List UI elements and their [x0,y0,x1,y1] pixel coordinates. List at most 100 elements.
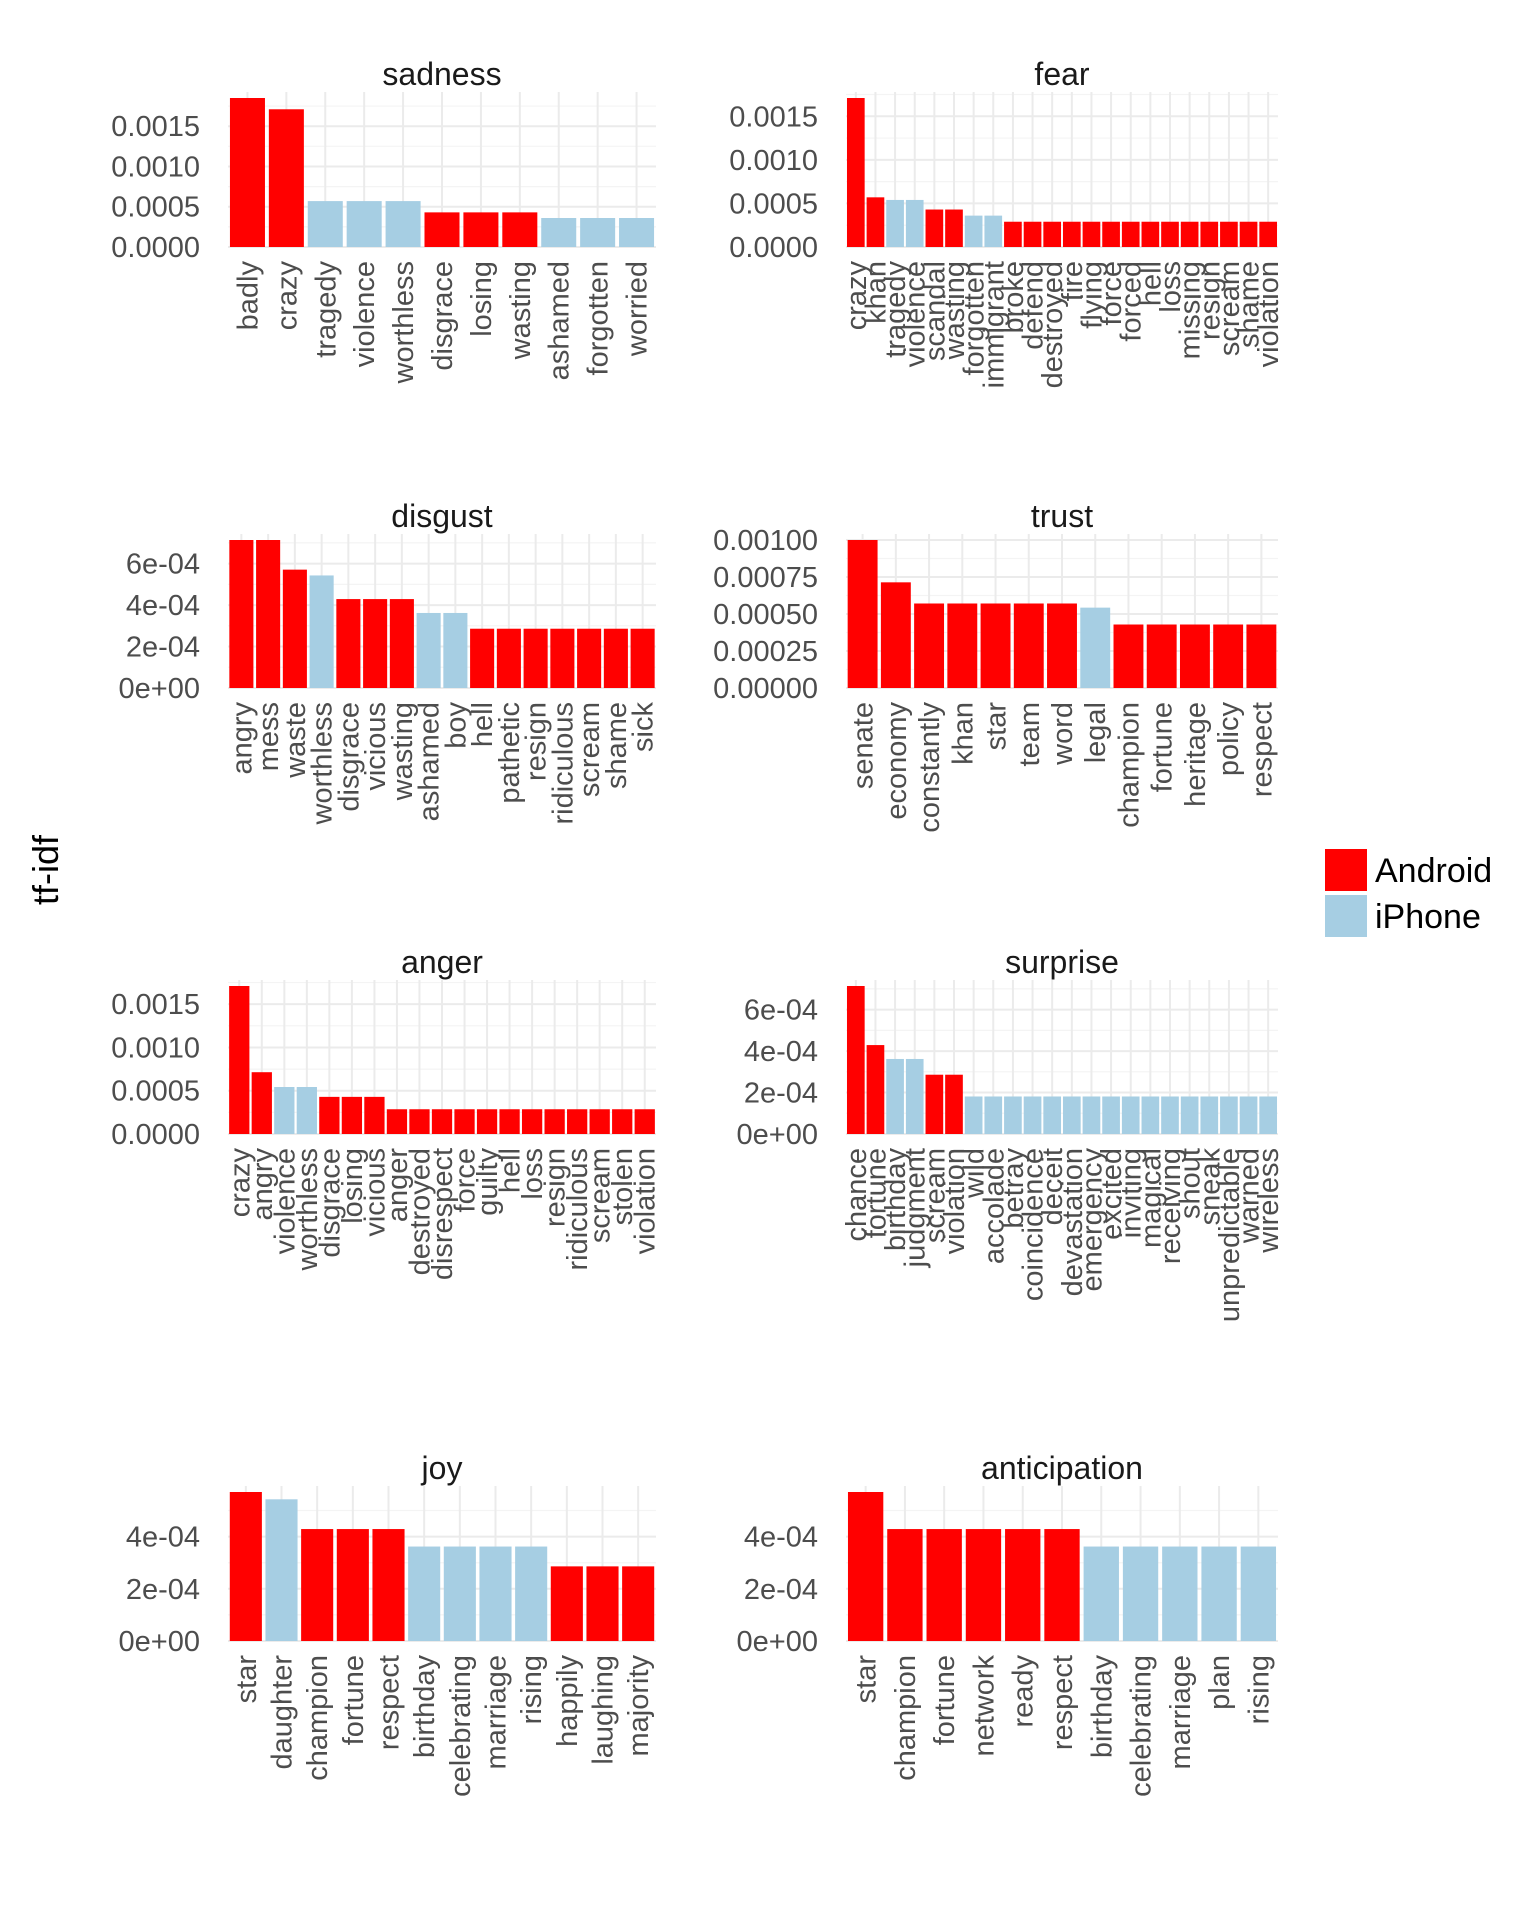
x-tick-label: forgotten [959,261,991,375]
x-tick-label: guilty [472,1148,504,1216]
x-tick-label: losing [466,261,498,337]
bar-violence [346,201,382,247]
bar-violence [274,1087,295,1134]
y-tick-label: 0.0005 [729,188,818,220]
bar-wireless [1259,1096,1278,1134]
bar-ashamed [416,612,441,688]
x-tick-label: fire [1057,261,1089,301]
bar-angry [229,540,254,688]
bar-worthless [296,1087,317,1134]
x-tick-label: shame [1234,261,1266,348]
bar-wasting [502,212,538,247]
x-tick-label: marriage [481,1655,513,1769]
bar-crazy [229,986,250,1134]
bar-hell [1141,221,1160,247]
bar-marriage [1162,1546,1198,1641]
x-tick-label: vicious [360,702,392,791]
x-tick-label: tragedy [310,261,342,358]
bar-shame [603,628,628,688]
bar-fortune [336,1529,369,1641]
legend-label: iPhone [1375,898,1481,936]
bar-scream [925,1074,944,1134]
facet-title: anger [401,944,483,980]
x-tick-label: warned [1234,1148,1266,1244]
bar-celebrating [1122,1546,1159,1641]
bar-disrespect [431,1109,453,1134]
x-tick-label: judgment [900,1148,932,1268]
bar-defend [1023,221,1042,247]
x-tick-label: chance [841,1148,873,1242]
x-tick-label: ridiculous [562,1148,594,1271]
bar-ridiculous [567,1109,588,1134]
x-tick-label: wireless [1253,1148,1285,1254]
x-tick-label: respect [1047,1655,1079,1750]
x-tick-label: force [450,1148,482,1212]
bar-accolade [984,1096,1003,1134]
bar-inviting [1121,1096,1140,1134]
bar-losing [463,212,499,247]
y-tick-label: 4e-04 [126,590,200,622]
x-tick-label: birthday [409,1655,441,1759]
x-tick-label: majority [623,1655,655,1757]
bar-loss [521,1109,543,1134]
x-tick-label: mess [253,702,285,771]
x-tick-label: deceit [1037,1148,1069,1225]
y-tick-label: 0e+00 [119,673,200,705]
bar-broke [1004,221,1022,247]
x-tick-label: disgrace [427,261,459,371]
x-tick-label: sick [628,702,660,752]
bar-wasting [945,209,963,247]
x-tick-label: star [981,702,1013,751]
bar-vicious [363,599,388,688]
facet-anger: anger0.00000.00050.00100.0015crazyangryv… [111,944,661,1280]
bar-policy [1213,624,1244,688]
x-tick-label: plan [1204,1655,1236,1710]
bar-word [1047,603,1077,688]
bar-scream [577,628,602,688]
bar-birthday [886,1058,904,1134]
bar-shout [1180,1096,1199,1134]
bar-scream [589,1109,610,1134]
x-tick-label: angry [247,1148,279,1221]
x-tick-label: wild [959,1148,991,1199]
y-tick-label: 2e-04 [126,632,200,664]
x-tick-label: constantly [914,702,946,833]
bar-legal [1080,607,1111,688]
x-tick-label: disrespect [427,1148,459,1280]
x-tick-label: wasting [939,261,971,360]
bar-champion [301,1529,334,1641]
legend: Android iPhone [1325,849,1492,937]
bar-receiving [1161,1096,1179,1134]
x-tick-label: badly [232,261,264,331]
x-tick-label: hell [467,702,499,747]
x-tick-label: economy [881,702,913,820]
y-tick-label: 0.0000 [111,1119,200,1151]
y-tick-label: 4e-04 [744,1036,818,1068]
x-tick-label: forced [1116,261,1148,342]
bar-violation [634,1109,655,1134]
facet-surprise: surprise 0e+00 2e-04 4e-04 6e-04 chancefortun… [737,944,1286,1322]
x-tick-label: force [1096,261,1128,325]
x-tick-label: policy [1213,702,1245,777]
x-tick-label: ashamed [414,702,446,821]
x-tick-label: resign [521,702,553,781]
facet-fear: fear 0.0000 0.0005 0.0010 0.0015 crazykhantra… [729,56,1285,388]
facet-title: sadness [382,56,501,92]
bar-ridiculous [550,628,575,688]
legend-key-android [1325,849,1367,891]
y-tick-label: 0.00075 [713,562,818,594]
bar-worthless [385,201,421,247]
x-tick-label: respect [1246,702,1278,797]
x-tick-label: destroyed [404,1148,436,1275]
x-tick-label: worthless [292,1148,324,1272]
bar-respect [372,1529,405,1641]
bar-hell [470,628,495,688]
x-tick-label: loss [1155,261,1187,313]
x-tick-label: scream [919,1148,951,1243]
x-tick-label: flying [1076,261,1108,329]
y-tick-label: 0.00000 [713,673,818,705]
x-tick-label: champion [302,1655,334,1781]
bar-wasting [389,599,414,688]
x-tick-label: senate [848,702,880,789]
